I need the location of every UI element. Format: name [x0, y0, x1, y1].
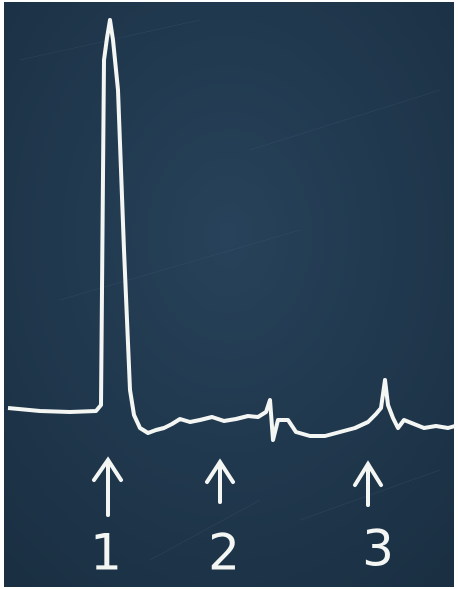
page: 1 2 3 (() => { const data = JSON.parse(d…	[0, 0, 458, 589]
marker-label: 2	[208, 524, 240, 582]
screen	[4, 2, 454, 587]
photo: 1 2 3	[0, 0, 458, 589]
marker-label: 1	[90, 524, 122, 582]
marker-label: 3	[362, 520, 394, 578]
